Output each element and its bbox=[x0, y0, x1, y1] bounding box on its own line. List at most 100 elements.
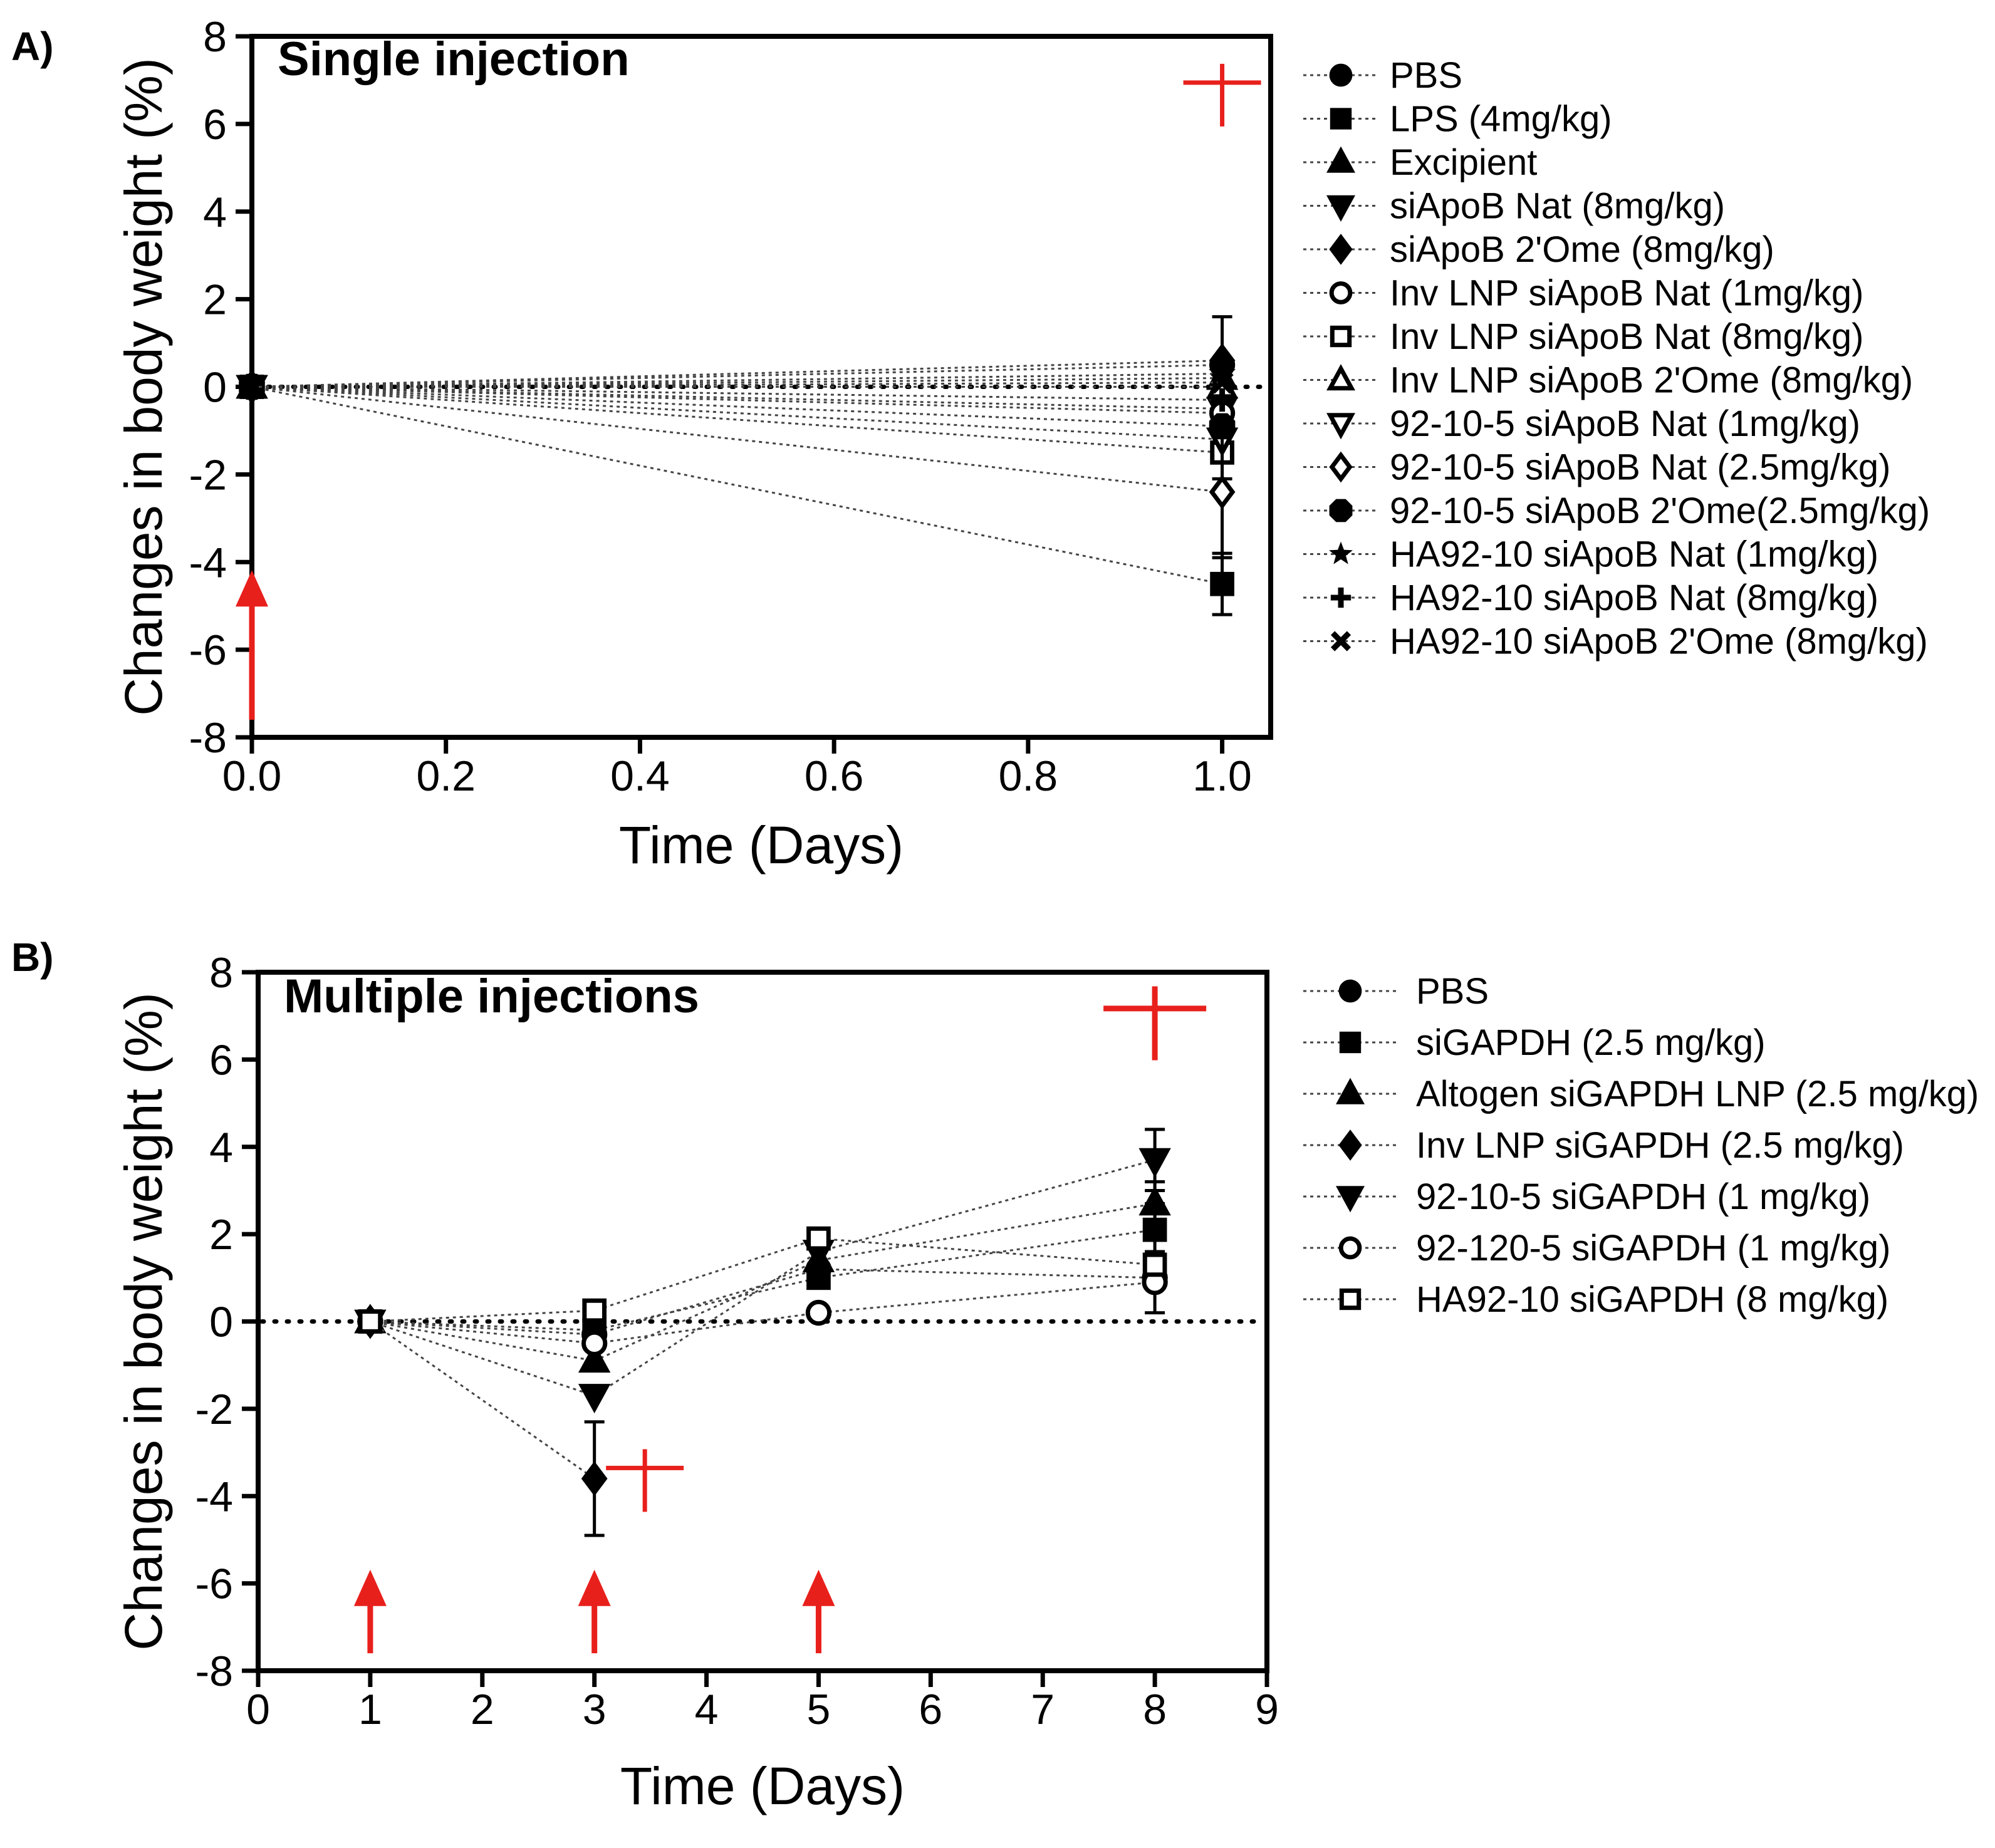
data-point bbox=[1142, 1252, 1167, 1277]
series-altogen-sigapdh-lnp-2-5-mg-kg bbox=[354, 1180, 1171, 1373]
legend-item: 92-10-5 siApoB Nat (2.5mg/kg) bbox=[1303, 447, 1890, 488]
y-tick-label: 0 bbox=[209, 1299, 233, 1346]
y-tick-label: 8 bbox=[209, 949, 233, 997]
legend-label: 92-120-5 siGAPDH (1 mg/kg) bbox=[1416, 1228, 1890, 1269]
data-point bbox=[1138, 1148, 1171, 1178]
legend-item: PBS bbox=[1303, 971, 1489, 1012]
legend-item: Inv LNP siGAPDH (2.5 mg/kg) bbox=[1303, 1125, 1904, 1166]
legend-label: 92-10-5 siApoB Nat (1mg/kg) bbox=[1390, 403, 1860, 444]
panel-title: Single injection bbox=[278, 33, 630, 86]
legend-label: Inv LNP siApoB 2'Ome (8mg/kg) bbox=[1390, 360, 1913, 401]
legend-marker bbox=[1338, 1236, 1362, 1260]
series-line bbox=[370, 1159, 1155, 1397]
legend-label: HA92-10 siApoB Nat (1mg/kg) bbox=[1390, 534, 1878, 575]
x-tick-label: 1.0 bbox=[1192, 752, 1252, 800]
y-tick-label: -6 bbox=[195, 1560, 233, 1608]
x-tick-label: 0.2 bbox=[416, 752, 476, 800]
y-tick-label: 2 bbox=[209, 1211, 233, 1259]
series-line bbox=[251, 386, 1222, 410]
dagger-mark bbox=[606, 1449, 684, 1512]
x-tick-label: 6 bbox=[919, 1686, 942, 1733]
series-line bbox=[370, 1268, 1155, 1336]
panel-a: A) Single injection -8 -6 -4 -2 0 2 4 6 8 0.0 0.2 0.4… bbox=[11, 13, 1930, 875]
panel-b: B) Multiple injections -8 -6 -4 -2 0 2 4 6 8 0 1 2 3 4 5… bbox=[11, 935, 1979, 1815]
legend-label: HA92-10 siApoB 2'Ome (8mg/kg) bbox=[1390, 621, 1928, 662]
x-tick-label: 5 bbox=[807, 1686, 831, 1733]
y-tick-label: -6 bbox=[189, 626, 227, 674]
y-tick-label: -8 bbox=[189, 714, 227, 762]
legend-item: HA92-10 siGAPDH (8 mg/kg) bbox=[1303, 1279, 1888, 1320]
legend-label: 92-10-5 siApoB Nat (2.5mg/kg) bbox=[1390, 447, 1890, 488]
x-tick-label: 9 bbox=[1255, 1686, 1279, 1733]
legend-item: Excipient bbox=[1303, 142, 1537, 183]
y-tick-label: -8 bbox=[195, 1648, 233, 1695]
legend-label: Excipient bbox=[1390, 142, 1537, 183]
legend-item: Altogen siGAPDH LNP (2.5 mg/kg) bbox=[1303, 1074, 1979, 1114]
data-point bbox=[1138, 1186, 1171, 1216]
series-line bbox=[251, 373, 1222, 388]
legend-marker bbox=[1336, 1186, 1365, 1213]
legend-item: Inv LNP siApoB Nat (8mg/kg) bbox=[1303, 316, 1863, 357]
series-line bbox=[370, 1281, 1155, 1344]
legend-item: HA92-10 siApoB Nat (8mg/kg) bbox=[1303, 578, 1878, 618]
series-line bbox=[370, 1202, 1155, 1362]
injection-arrow bbox=[353, 1569, 387, 1654]
legend-item: 92-10-5 siApoB 2'Ome(2.5mg/kg) bbox=[1303, 491, 1930, 531]
legend-item: HA92-10 siApoB 2'Ome (8mg/kg) bbox=[1303, 621, 1928, 662]
legend-label: HA92-10 siApoB Nat (8mg/kg) bbox=[1390, 578, 1878, 618]
legend-item: LPS (4mg/kg) bbox=[1303, 99, 1612, 140]
series-line bbox=[251, 386, 1222, 401]
legend-marker bbox=[1329, 541, 1353, 564]
series-line bbox=[251, 377, 1222, 388]
panel-title: Multiple injections bbox=[284, 970, 699, 1023]
legend-item: 92-10-5 siGAPDH (1 mg/kg) bbox=[1303, 1176, 1870, 1217]
data-point bbox=[358, 1309, 383, 1334]
arrow-head bbox=[236, 570, 268, 607]
data-point bbox=[578, 1343, 611, 1373]
series-92-120-5-sigapdh-1-mg-kg bbox=[357, 1250, 1168, 1357]
legend-item: 92-10-5 siApoB Nat (1mg/kg) bbox=[1303, 403, 1860, 444]
data-point bbox=[581, 1461, 608, 1497]
x-axis-title: Time (Days) bbox=[620, 1757, 905, 1815]
arrow-head bbox=[578, 1569, 611, 1606]
series-line bbox=[251, 386, 1222, 440]
series-line bbox=[251, 360, 1222, 388]
panel-label: A) bbox=[11, 24, 54, 69]
y-tick-label: 8 bbox=[203, 13, 227, 61]
legend-label: 92-10-5 siGAPDH (1 mg/kg) bbox=[1416, 1176, 1870, 1217]
legend-marker bbox=[1329, 499, 1353, 522]
x-tick-label: 3 bbox=[583, 1686, 607, 1733]
series-ha92-10-siapob-nat-1mg-kg bbox=[238, 359, 1236, 398]
legend-label: LPS (4mg/kg) bbox=[1390, 99, 1612, 140]
y-tick-label: 6 bbox=[203, 101, 227, 148]
legend-marker bbox=[1338, 979, 1362, 1003]
legend-item: PBS bbox=[1303, 55, 1462, 96]
arrow-head bbox=[353, 1569, 387, 1606]
series-lps-4mg-kg bbox=[239, 375, 1234, 616]
legend-item: siGAPDH (2.5 mg/kg) bbox=[1303, 1022, 1766, 1063]
legend-item: Inv LNP siApoB 2'Ome (8mg/kg) bbox=[1303, 360, 1913, 401]
legend-label: siApoB Nat (8mg/kg) bbox=[1390, 186, 1725, 227]
series-ha92-10-sigapdh-8-mg-kg bbox=[358, 1226, 1167, 1334]
legend-label: Altogen siGAPDH LNP (2.5 mg/kg) bbox=[1416, 1074, 1979, 1114]
y-tick-label: 0 bbox=[203, 364, 227, 412]
data-point bbox=[240, 375, 264, 398]
legend-marker bbox=[1329, 234, 1353, 265]
data-point bbox=[1210, 388, 1234, 412]
legend-label: 92-10-5 siApoB 2'Ome(2.5mg/kg) bbox=[1390, 491, 1930, 531]
x-tick-label: 7 bbox=[1031, 1686, 1055, 1733]
y-tick-label: -2 bbox=[195, 1386, 233, 1433]
legend-label: PBS bbox=[1416, 971, 1489, 1012]
legend-label: Inv LNP siApoB Nat (1mg/kg) bbox=[1390, 273, 1863, 314]
legend-marker bbox=[1326, 146, 1355, 173]
series-line bbox=[251, 386, 1222, 427]
y-axis-title: Changes in body weight (%) bbox=[114, 58, 173, 716]
series-line bbox=[370, 1321, 595, 1480]
x-tick-label: 0 bbox=[246, 1686, 270, 1733]
legend: PBS siGAPDH (2.5 mg/kg) Altogen siGAPDH LN… bbox=[1303, 971, 1979, 1320]
data-point bbox=[806, 1226, 831, 1251]
x-tick-label: 1 bbox=[358, 1686, 382, 1733]
y-tick-label: 4 bbox=[209, 1124, 233, 1171]
y-axis-title: Changes in body weight (%) bbox=[114, 992, 173, 1651]
